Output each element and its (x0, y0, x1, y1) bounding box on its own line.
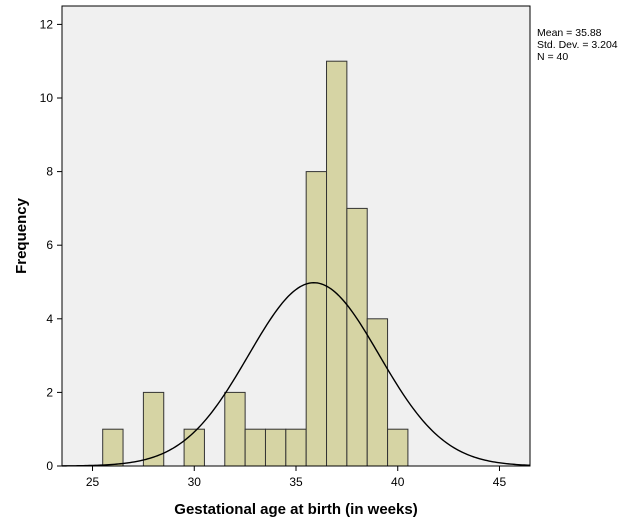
y-axis-title: Frequency (13, 197, 30, 274)
plot-area (62, 6, 530, 466)
y-tick-label-12: 12 (40, 17, 54, 31)
bar-30 (183, 428, 205, 467)
y-tick-label-8: 8 (46, 165, 53, 179)
stats-box: Mean = 35.88 Std. Dev. = 3.204 N = 40 (537, 27, 618, 63)
stat-n: N = 40 (537, 51, 568, 63)
normal-curve (61, 282, 531, 467)
bar-33 (244, 428, 266, 467)
y-axis: 0 2 4 6 8 10 12 (40, 17, 62, 473)
bar-34 (264, 428, 287, 467)
bar-40 (387, 428, 409, 467)
y-tick-label-0: 0 (46, 459, 53, 473)
x-axis: 25 30 35 40 45 (86, 466, 507, 489)
y-tick-label-10: 10 (40, 91, 54, 105)
y-tick-label-6: 6 (46, 238, 53, 252)
bar-37 (326, 60, 348, 467)
y-tick-label-4: 4 (46, 312, 53, 326)
bar-26 (102, 428, 124, 467)
x-axis-title: Gestational age at birth (in weeks) (174, 501, 417, 518)
x-tick-label-45: 45 (493, 475, 507, 489)
y-tick-label-2: 2 (46, 385, 53, 399)
bar-32 (224, 391, 246, 467)
bar-35 (285, 428, 307, 467)
bar-38 (346, 207, 368, 467)
x-tick-label-40: 40 (391, 475, 405, 489)
stat-std-dev: Std. Dev. = 3.204 (537, 39, 618, 51)
stat-mean: Mean = 35.88 (537, 27, 602, 39)
x-tick-label-35: 35 (289, 475, 303, 489)
bars-group (102, 60, 409, 467)
bar-36 (305, 171, 328, 467)
x-tick-label-25: 25 (86, 475, 100, 489)
x-tick-label-30: 30 (188, 475, 202, 489)
